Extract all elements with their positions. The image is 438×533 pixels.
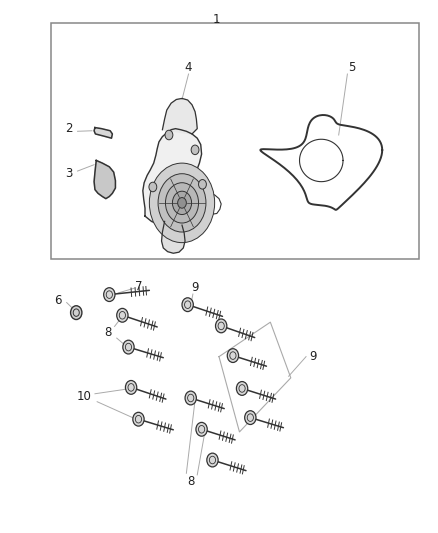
- Polygon shape: [162, 221, 185, 253]
- Circle shape: [207, 453, 218, 467]
- Circle shape: [149, 182, 157, 192]
- Circle shape: [198, 180, 206, 189]
- Circle shape: [173, 191, 191, 215]
- Circle shape: [237, 382, 248, 395]
- Text: 5: 5: [348, 61, 355, 74]
- Text: 10: 10: [77, 390, 92, 403]
- Circle shape: [191, 145, 199, 155]
- Text: 9: 9: [309, 350, 316, 363]
- Circle shape: [158, 174, 206, 232]
- Circle shape: [166, 183, 198, 223]
- Circle shape: [117, 309, 128, 322]
- Circle shape: [104, 288, 115, 302]
- Text: 6: 6: [54, 294, 62, 308]
- Circle shape: [196, 422, 207, 436]
- Text: 7: 7: [135, 280, 142, 293]
- Circle shape: [178, 198, 186, 208]
- Circle shape: [185, 391, 196, 405]
- Circle shape: [165, 130, 173, 140]
- Circle shape: [123, 340, 134, 354]
- Polygon shape: [143, 128, 201, 225]
- Text: 8: 8: [187, 475, 194, 488]
- Text: 3: 3: [65, 167, 73, 180]
- Polygon shape: [94, 160, 116, 199]
- Circle shape: [125, 381, 137, 394]
- Circle shape: [245, 411, 256, 424]
- Text: 4: 4: [185, 61, 192, 74]
- Bar: [51, 22, 419, 259]
- Polygon shape: [162, 99, 197, 134]
- Circle shape: [149, 163, 215, 243]
- Polygon shape: [94, 127, 113, 138]
- Circle shape: [133, 413, 144, 426]
- Circle shape: [71, 306, 82, 319]
- Text: 1: 1: [213, 13, 221, 26]
- Circle shape: [227, 349, 239, 362]
- Text: 8: 8: [104, 326, 112, 340]
- Circle shape: [215, 319, 227, 333]
- Text: 2: 2: [65, 122, 73, 135]
- Text: 9: 9: [191, 281, 199, 294]
- Circle shape: [182, 298, 193, 312]
